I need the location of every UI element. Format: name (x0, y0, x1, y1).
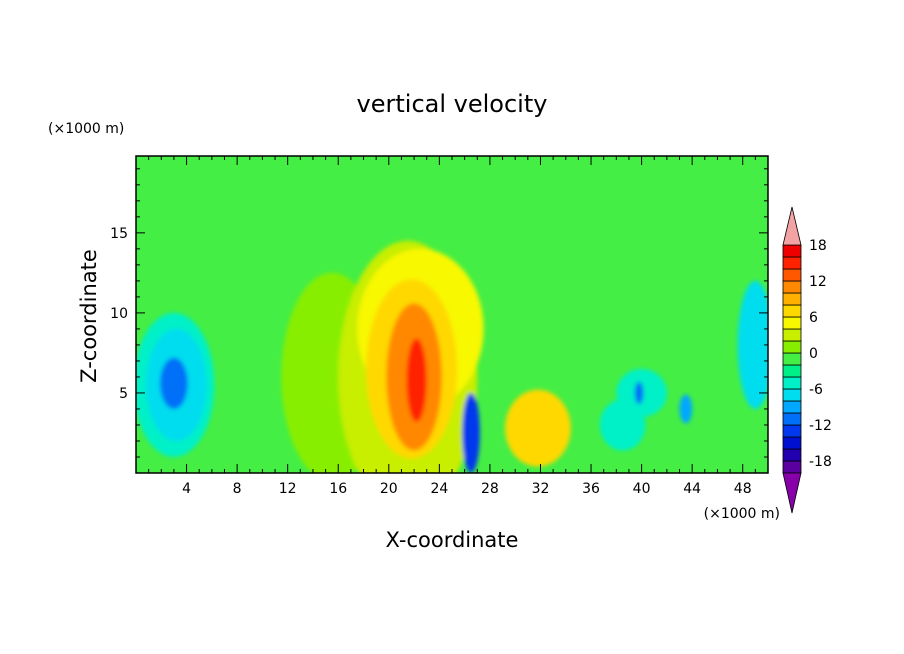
chart-title: vertical velocity (357, 90, 548, 118)
colorbar-box (782, 304, 802, 318)
contour-region-7 (505, 389, 571, 467)
x-tick-label: 12 (279, 481, 297, 497)
x-tick-label: 44 (683, 481, 701, 497)
x-tick-label: 8 (233, 481, 242, 497)
colorbar-box (782, 376, 802, 390)
x-tick-label: 4 (182, 481, 191, 497)
x-unit-label: (×1000 m) (704, 506, 780, 522)
colorbar-box (782, 352, 802, 366)
x-tick-label: 16 (329, 481, 347, 497)
contour-region-5 (406, 338, 427, 422)
colorbar-box (782, 364, 802, 378)
colorbar-label: -12 (809, 418, 832, 434)
colorbar-label: 12 (809, 274, 827, 290)
colorbar-box (782, 340, 802, 354)
colorbar-box (782, 388, 802, 402)
colorbar-box (782, 400, 802, 414)
x-axis-label: X-coordinate (386, 528, 519, 552)
contour-region-6 (462, 392, 480, 473)
colorbar-box (782, 256, 802, 270)
y-tick-label: 10 (110, 306, 128, 322)
colorbar-box (782, 244, 802, 258)
colorbar-box (782, 280, 802, 294)
colorbar-box (782, 328, 802, 342)
x-tick-label: 24 (430, 481, 448, 497)
x-tick-label: 20 (380, 481, 398, 497)
x-tick-label: 36 (582, 481, 600, 497)
colorbar-under-triangle (782, 472, 802, 514)
contour-region-13 (634, 381, 644, 405)
y-axis-label: Z-coordinate (77, 249, 101, 383)
x-tick-label: 32 (532, 481, 550, 497)
colorbar-box (782, 412, 802, 426)
contour-region-10 (160, 357, 188, 409)
colorbar-label: 6 (809, 310, 818, 326)
colorbar-over-triangle (782, 206, 802, 246)
y-tick-label: 15 (110, 226, 128, 242)
colorbar-box (782, 292, 802, 306)
colorbar-label: 0 (809, 346, 818, 362)
contour-field (136, 156, 768, 473)
colorbar-box (782, 316, 802, 330)
colorbar-label: -18 (809, 454, 832, 470)
colorbar-box (782, 424, 802, 438)
contour-region-15 (599, 399, 646, 451)
colorbar: 18 12 6 0 -6 -12 -18 (782, 206, 832, 514)
y-tick-label: 5 (119, 386, 128, 402)
colorbar-label: 18 (809, 238, 827, 254)
x-tick-label: 48 (734, 481, 752, 497)
colorbar-box (782, 460, 802, 474)
x-tick-label: 28 (481, 481, 499, 497)
colorbar-label: -6 (809, 382, 823, 398)
colorbar-box (782, 448, 802, 462)
colorbar-box (782, 436, 802, 450)
contour-region-12 (679, 394, 693, 424)
colorbar-box (782, 268, 802, 282)
y-unit-label: (×1000 m) (48, 121, 124, 137)
x-tick-label: 40 (633, 481, 651, 497)
